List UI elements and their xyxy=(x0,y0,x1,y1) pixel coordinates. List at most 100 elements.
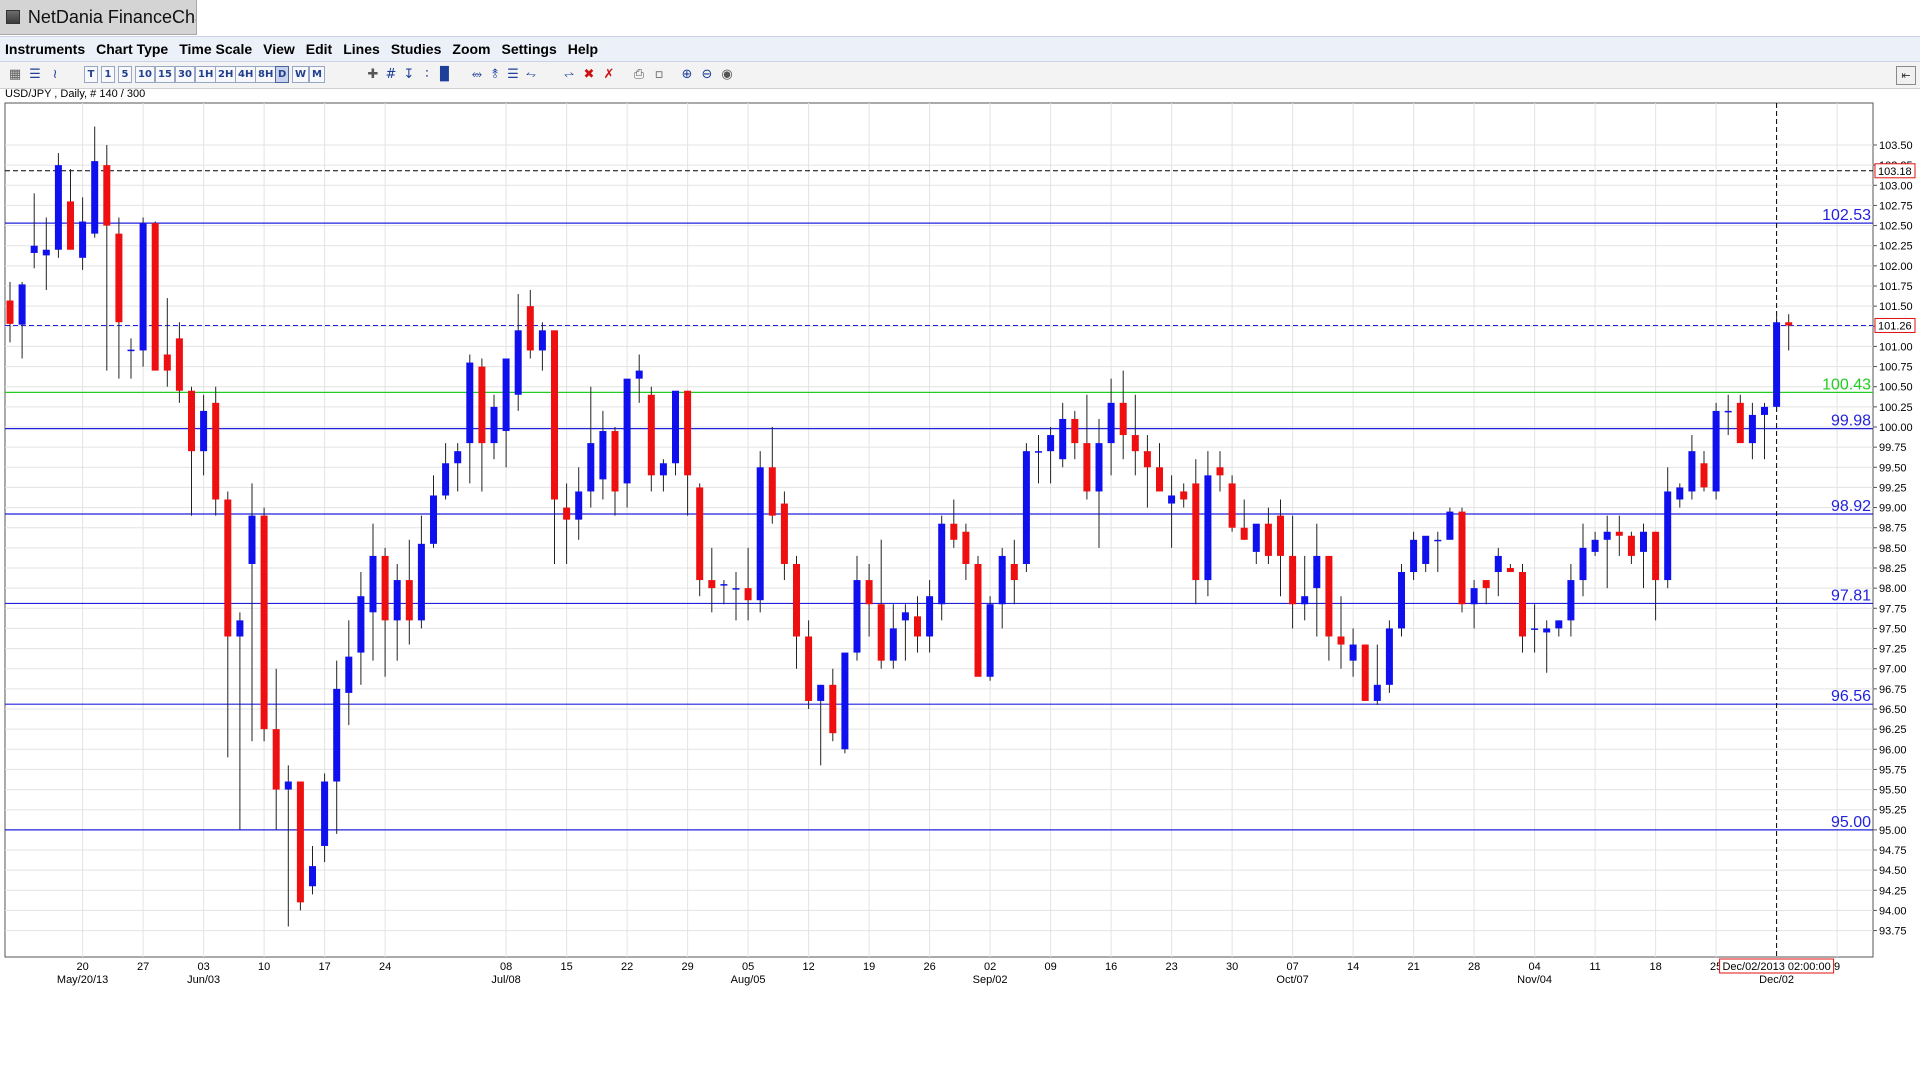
volume-icon[interactable]: ▉ xyxy=(440,67,450,82)
draw-line-icon[interactable]: ⥈ xyxy=(471,67,483,82)
zoom-reset-icon[interactable]: ◉ xyxy=(721,67,733,82)
x-tick-label: 09 xyxy=(1044,961,1056,973)
fibonacci-icon[interactable]: ☰ xyxy=(507,67,519,82)
period-button-15[interactable]: 15 xyxy=(155,66,175,83)
candle-body xyxy=(1700,463,1708,488)
zoom-in-icon[interactable]: ⊕ xyxy=(681,67,693,82)
period-button-d[interactable]: D xyxy=(275,66,290,83)
candle-body xyxy=(1361,644,1369,701)
period-button-10[interactable]: 10 xyxy=(135,66,155,83)
y-tick-label: 97.50 xyxy=(1879,623,1907,635)
zoom-out-icon[interactable]: ⊖ xyxy=(701,67,713,82)
candle-body xyxy=(1180,491,1188,500)
candle-body xyxy=(938,523,946,605)
candle-body xyxy=(1313,555,1321,589)
menu-item-edit[interactable]: Edit xyxy=(305,41,333,57)
candle-body xyxy=(526,306,534,351)
y-tick-label: 102.50 xyxy=(1879,221,1913,233)
candle-body xyxy=(986,604,994,677)
candle-body xyxy=(551,330,558,500)
menu-item-help[interactable]: Help xyxy=(567,41,599,57)
candle-body xyxy=(115,233,123,323)
fan-icon[interactable]: ⥊ xyxy=(525,67,537,82)
window-title-tab[interactable]: NetDania FinanceChart xyxy=(0,0,197,35)
menu-item-time-scale[interactable]: Time Scale xyxy=(179,41,253,57)
arrow-down-icon[interactable]: ↧ xyxy=(403,67,415,82)
candle-body xyxy=(1059,418,1067,460)
candle-body xyxy=(962,531,970,564)
candle-body xyxy=(744,588,752,601)
menu-item-chart-type[interactable]: Chart Type xyxy=(96,41,169,57)
candle-body xyxy=(1652,531,1660,581)
crosshair-icon[interactable]: ✚ xyxy=(367,67,379,82)
ohlc-icon[interactable]: ☰ xyxy=(29,67,41,82)
menu-item-studies[interactable]: Studies xyxy=(390,41,442,57)
candle-body xyxy=(1143,451,1151,468)
period-button-30[interactable]: 30 xyxy=(175,66,195,83)
candle-body xyxy=(708,580,716,589)
candle-body xyxy=(1482,580,1490,589)
y-tick-label: 95.50 xyxy=(1879,785,1907,797)
period-button-4h[interactable]: 4H xyxy=(235,66,257,83)
period-button-2h[interactable]: 2H xyxy=(215,66,237,83)
y-tick-label: 102.75 xyxy=(1879,200,1913,212)
chart-type-icon[interactable]: ▦ xyxy=(8,67,22,82)
candle-body xyxy=(1010,563,1018,581)
candle-body xyxy=(393,580,401,621)
candle-body xyxy=(1627,535,1635,556)
y-tick-label: 100.75 xyxy=(1879,362,1913,374)
y-tick-label: 102.00 xyxy=(1879,261,1913,273)
y-tick-label: 96.25 xyxy=(1879,724,1907,736)
period-button-5[interactable]: 5 xyxy=(118,66,132,83)
candle-body xyxy=(1047,435,1055,452)
y-tick-label: 98.25 xyxy=(1879,563,1907,575)
candle-body xyxy=(200,410,208,452)
x-tick-label: 12 xyxy=(802,961,814,973)
candle-body xyxy=(1458,511,1466,605)
period-button-8h[interactable]: 8H xyxy=(255,66,277,83)
candle-body xyxy=(1664,491,1672,581)
price-chart[interactable]: 93.75 94.00 94.25 94.50 94.75 95.00 95.25 95.50… xyxy=(0,97,1920,997)
delete-icon[interactable]: ✖ xyxy=(583,67,595,82)
candle-body xyxy=(309,866,316,887)
period-button-1h[interactable]: 1H xyxy=(195,66,217,83)
candle-body xyxy=(732,588,740,590)
period-button-1[interactable]: 1 xyxy=(101,66,115,83)
x-tick-label: 29 xyxy=(681,961,693,973)
menu-item-zoom[interactable]: Zoom xyxy=(452,41,491,57)
menu-item-settings[interactable]: Settings xyxy=(501,41,557,57)
price-tag-label: 103.18 xyxy=(1878,166,1912,178)
y-tick-label: 98.00 xyxy=(1879,583,1907,595)
candle-body xyxy=(79,221,87,258)
level-label: 95.00 xyxy=(1831,814,1871,831)
candle-body xyxy=(780,503,788,564)
period-button-t[interactable]: T xyxy=(84,66,98,83)
trend-icon[interactable]: ⥋ xyxy=(563,67,575,82)
candle-body xyxy=(817,684,825,701)
candle-body xyxy=(926,596,934,637)
menu-item-lines[interactable]: Lines xyxy=(343,41,380,57)
period-button-w[interactable]: W xyxy=(292,66,310,83)
delete-all-icon[interactable]: ✗ xyxy=(603,67,615,82)
bars-icon[interactable]: ∶ xyxy=(425,67,429,82)
candle-body xyxy=(1022,451,1030,564)
period-button-m[interactable]: M xyxy=(309,66,325,83)
candle-body xyxy=(768,467,776,516)
panel-toggle-icon[interactable]: ⇤ xyxy=(1896,66,1916,85)
x-tick-sublabel: Jun/03 xyxy=(187,974,220,986)
draw-channel-icon[interactable]: ⥉ xyxy=(491,67,499,82)
grid-icon[interactable]: # xyxy=(385,67,397,82)
print-icon[interactable]: ⎙ xyxy=(633,67,645,82)
candle-body xyxy=(369,555,377,613)
line-chart-icon[interactable]: ≀ xyxy=(52,67,58,82)
print-preview-icon[interactable]: ▫ xyxy=(654,67,664,82)
candle-body xyxy=(1555,620,1563,629)
candle-body xyxy=(793,563,800,637)
candle-body xyxy=(417,543,425,621)
menu-item-view[interactable]: View xyxy=(263,41,295,57)
candle-body xyxy=(877,604,885,661)
candle-body xyxy=(54,165,62,250)
menu-item-instruments[interactable]: Instruments xyxy=(5,41,86,57)
candle-body xyxy=(272,729,280,790)
candle-body xyxy=(1724,410,1732,413)
